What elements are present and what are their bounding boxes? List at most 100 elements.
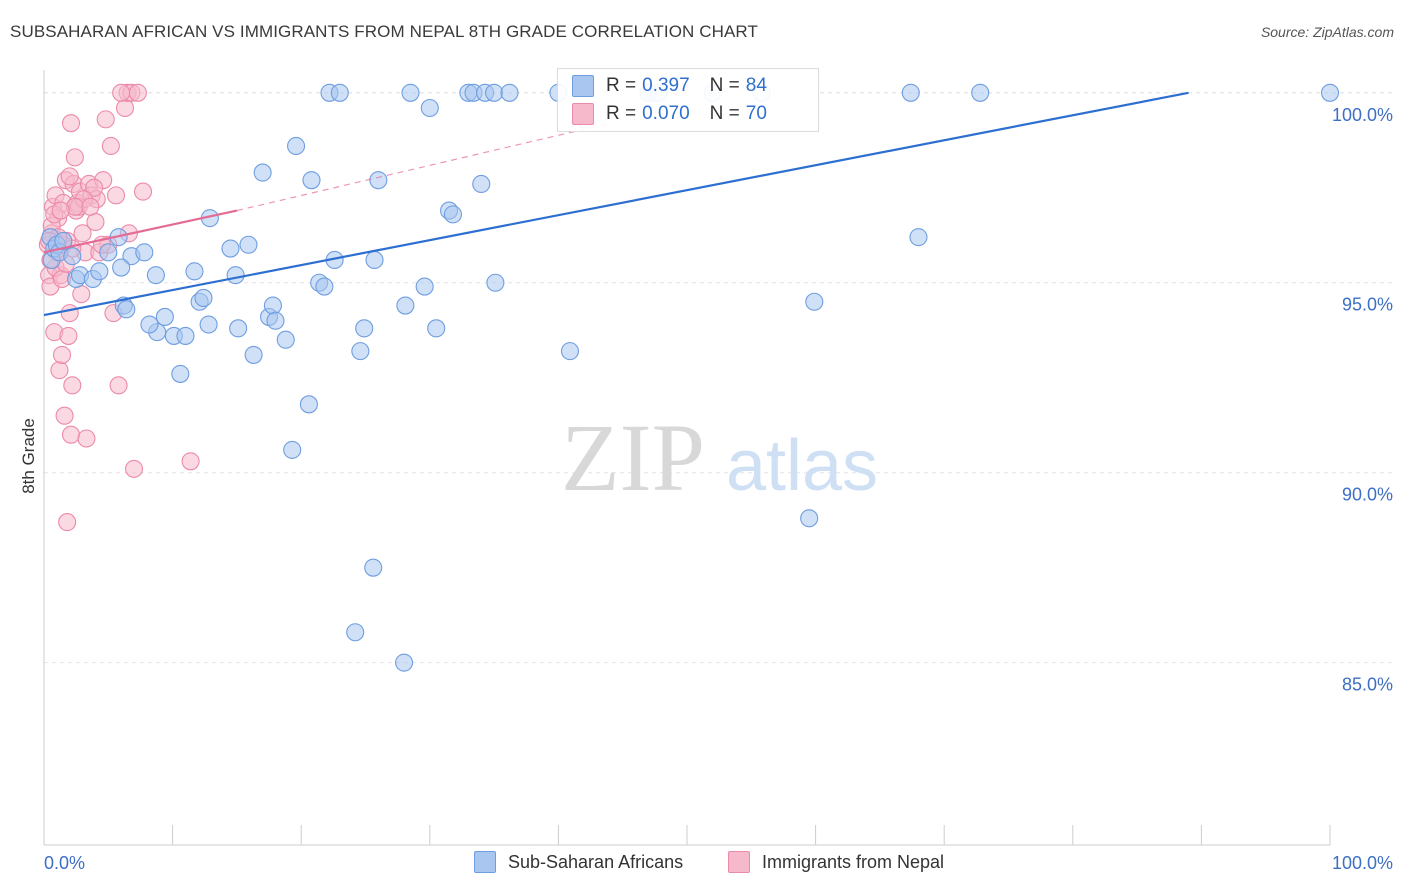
data-point <box>239 235 258 254</box>
data-point <box>909 228 928 247</box>
x-tick-label: 0.0% <box>44 853 85 873</box>
data-point <box>140 315 159 334</box>
data-point <box>199 315 218 334</box>
data-point <box>369 171 388 190</box>
data-point <box>65 148 84 167</box>
data-point <box>59 326 78 345</box>
y-tick-label: 90.0% <box>1342 485 1393 505</box>
watermark-atlas: atlas <box>726 426 878 506</box>
data-point <box>276 330 295 349</box>
legend-swatch-blue <box>572 75 594 97</box>
data-point <box>901 83 920 102</box>
data-point <box>128 83 147 102</box>
data-point <box>61 114 81 133</box>
data-point <box>330 83 349 102</box>
data-point <box>85 178 104 197</box>
data-point <box>302 171 321 190</box>
y-tick-label: 100.0% <box>1332 105 1393 125</box>
legend-item-nepal[interactable]: Immigrants from Nepal <box>728 851 944 873</box>
legend-row-subsaharan: R = 0.397 N = 84 <box>572 73 767 99</box>
data-point <box>90 262 109 281</box>
data-point <box>396 296 415 315</box>
data-point <box>176 326 195 345</box>
data-point <box>86 212 105 232</box>
watermark: ZIP atlas <box>561 404 878 511</box>
data-point <box>800 509 819 528</box>
data-point <box>971 83 990 102</box>
trend-line-nepal-extension <box>236 122 610 212</box>
data-point <box>355 319 374 338</box>
data-point <box>146 266 165 285</box>
data-point <box>171 364 190 383</box>
data-point <box>124 459 144 478</box>
data-point <box>415 277 434 296</box>
data-point <box>500 83 519 102</box>
data-point <box>135 243 154 262</box>
trend-line-subsaharan <box>43 91 1189 317</box>
data-point <box>101 136 120 156</box>
watermark-zip: ZIP <box>561 404 705 511</box>
legend-swatch-blue <box>474 851 496 873</box>
data-point <box>109 376 128 395</box>
data-point <box>63 247 82 266</box>
data-point <box>50 361 69 380</box>
data-point <box>115 98 135 118</box>
data-point <box>61 425 81 444</box>
r-value: 0.070 <box>642 103 690 124</box>
data-point <box>185 262 204 281</box>
legend-row-nepal: R = 0.070 N = 70 <box>572 101 767 127</box>
r-label: R = <box>606 103 637 124</box>
data-point <box>346 623 365 642</box>
data-point <box>63 376 82 395</box>
x-tick-label: 100.0% <box>1332 853 1393 873</box>
data-point <box>283 440 302 459</box>
source-label: Source: ZipAtlas.com <box>1260 24 1394 40</box>
data-point <box>226 266 245 285</box>
legend-item-subsaharan[interactable]: Sub-Saharan Africans <box>474 851 683 873</box>
data-point <box>81 197 100 216</box>
n-label: N = <box>709 75 740 96</box>
data-point <box>805 292 824 311</box>
data-point <box>112 83 131 102</box>
data-point <box>560 342 580 361</box>
data-point <box>117 300 136 319</box>
n-label: N = <box>709 103 740 124</box>
chart-title: SUBSAHARAN AFRICAN VS IMMIGRANTS FROM NE… <box>10 22 758 41</box>
data-point <box>486 273 505 292</box>
series-subsaharan-points <box>41 83 1340 672</box>
data-point <box>287 136 306 156</box>
data-point <box>77 429 96 448</box>
data-point <box>54 231 73 251</box>
data-point <box>253 163 272 182</box>
data-point <box>365 250 384 270</box>
data-point <box>1320 83 1340 102</box>
axes <box>43 70 1331 846</box>
data-point <box>155 307 174 326</box>
legend-swatch-pink <box>572 103 594 125</box>
data-point <box>194 288 213 307</box>
data-point <box>106 186 126 205</box>
r-value: 0.397 <box>642 75 690 96</box>
data-point <box>112 258 131 277</box>
legend-swatch-pink <box>728 851 750 873</box>
n-value: 84 <box>745 75 767 96</box>
data-point <box>401 83 420 102</box>
data-point <box>58 513 77 532</box>
y-axis-label: 8th Grade <box>19 418 38 494</box>
n-value: 70 <box>745 103 767 124</box>
data-point <box>60 304 79 323</box>
data-point <box>395 653 414 672</box>
data-point <box>99 243 118 262</box>
data-point <box>472 174 491 194</box>
data-point <box>266 311 285 330</box>
data-point <box>52 345 72 364</box>
data-point <box>51 201 70 220</box>
tick-labels: 85.0% 90.0% 95.0% 100.0% 0.0% 100.0% <box>44 105 1393 873</box>
data-point <box>72 285 91 304</box>
y-tick-label: 95.0% <box>1342 295 1393 315</box>
data-point <box>73 224 92 243</box>
data-point <box>315 277 334 296</box>
data-point <box>427 319 446 338</box>
correlation-legend: R = 0.397 N = 84 R = 0.070 N = 70 <box>557 68 819 132</box>
trend-line-nepal <box>43 209 238 254</box>
